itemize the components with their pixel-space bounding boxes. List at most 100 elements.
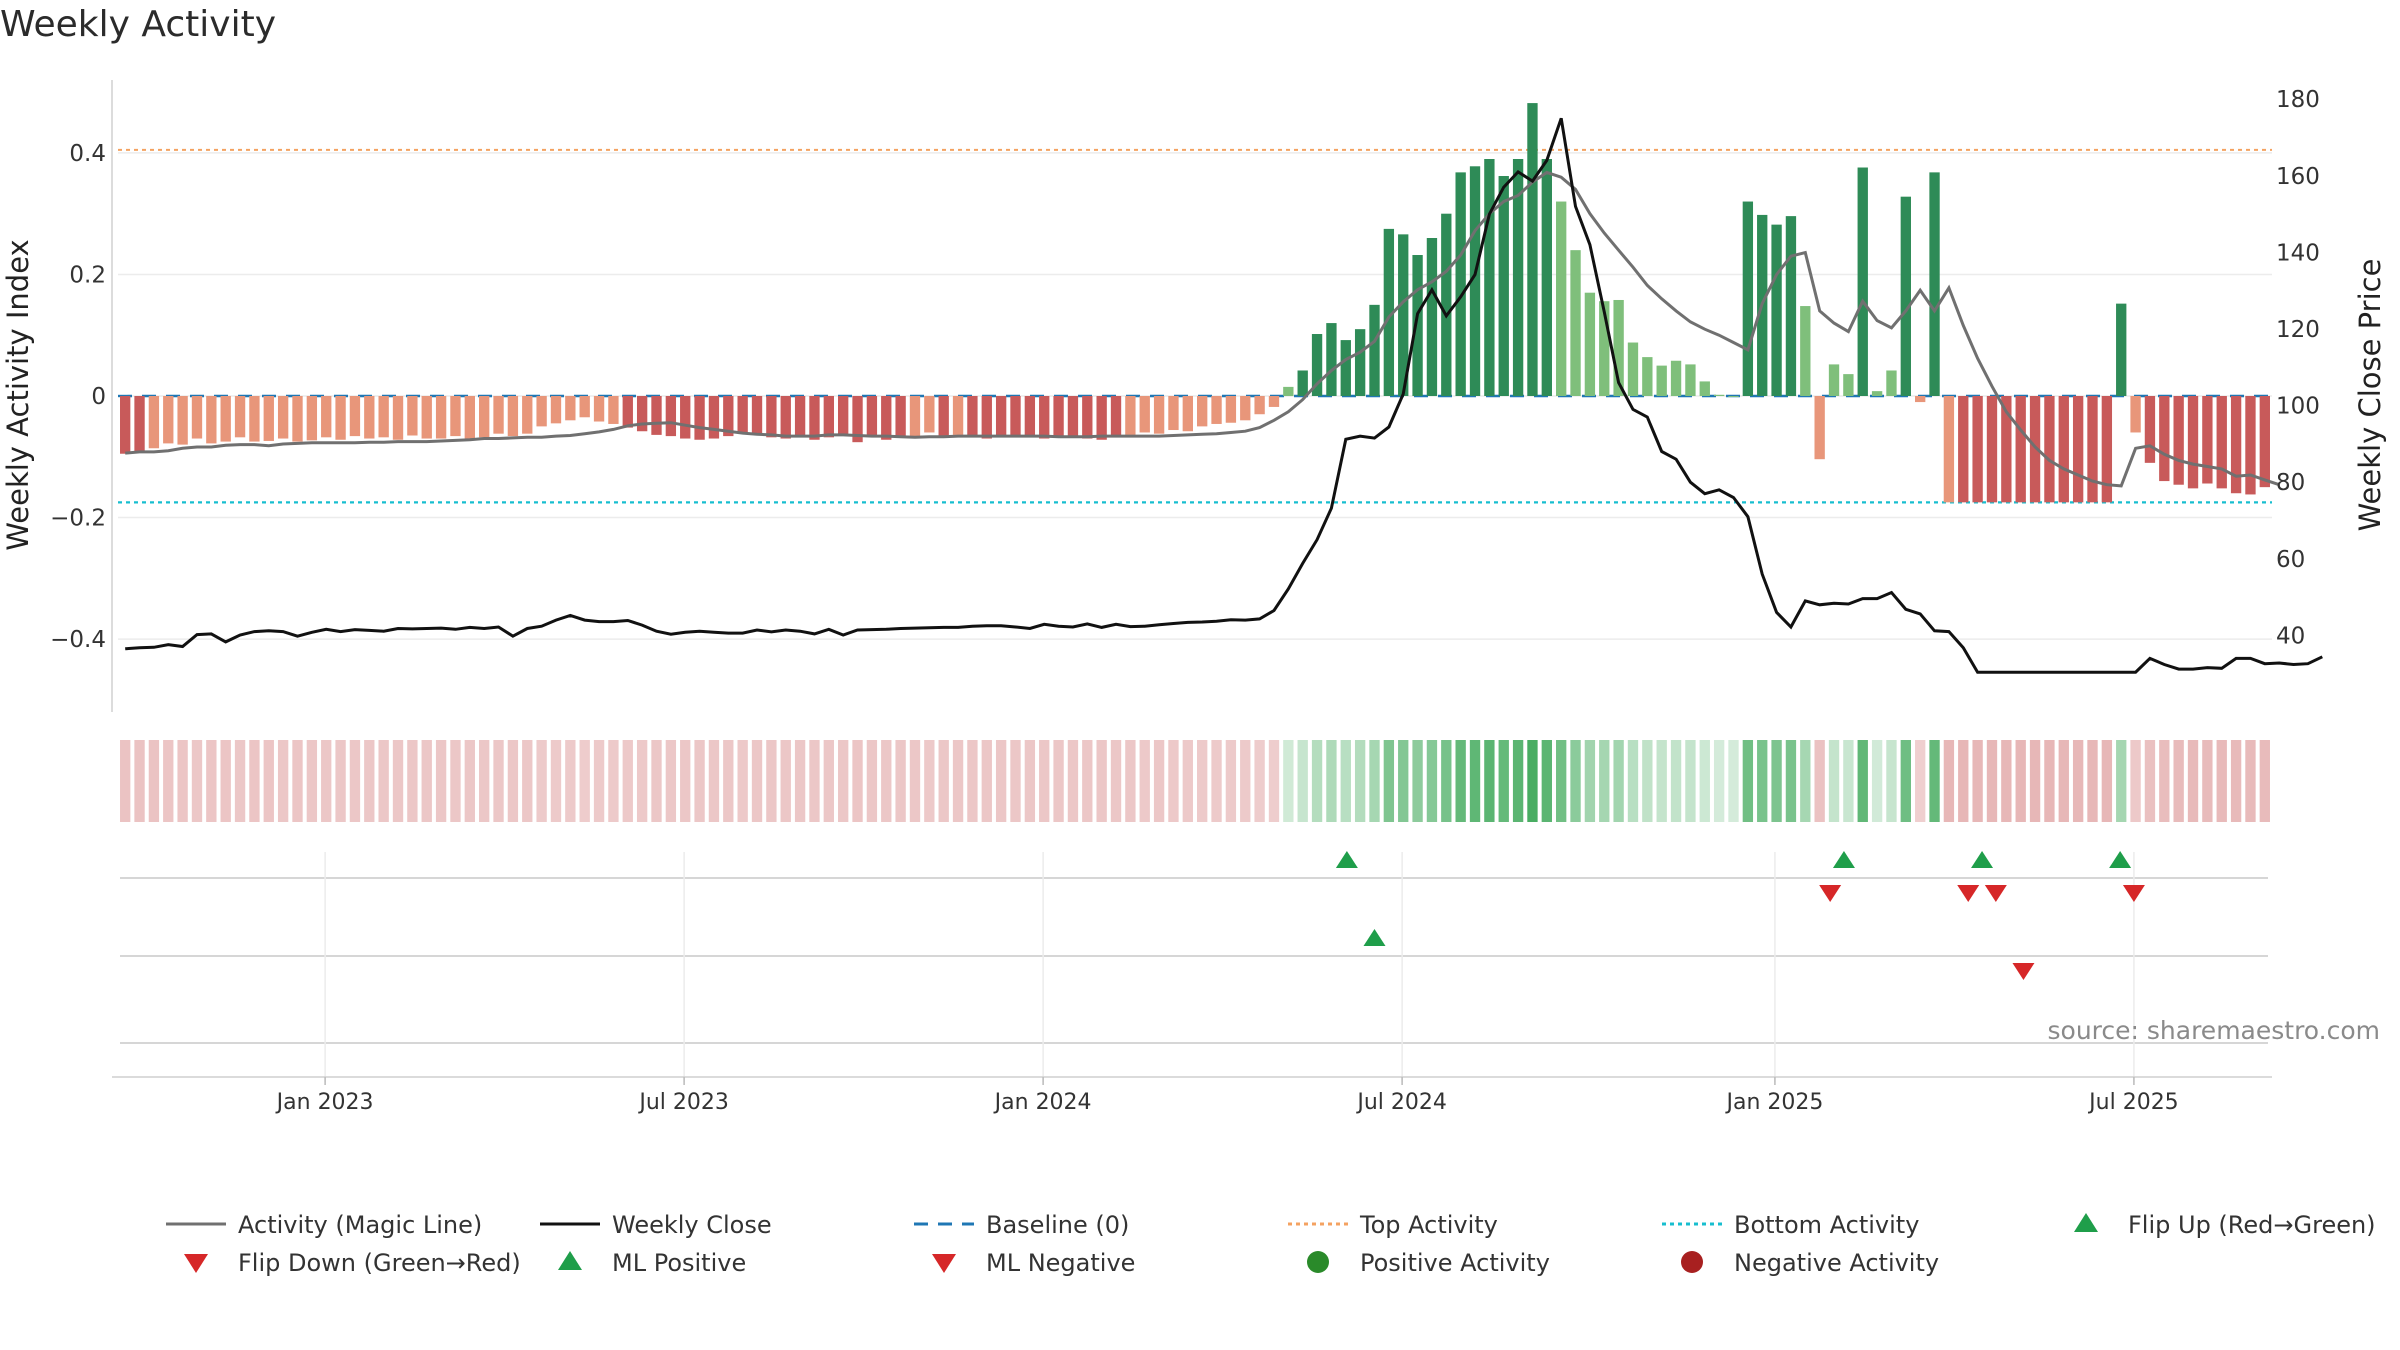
activity-bar [1311, 334, 1323, 396]
heat-cell [2230, 740, 2242, 822]
activity-bar [306, 396, 318, 441]
y-tick-label: −0.2 [50, 506, 106, 532]
heat-cell [1828, 740, 1840, 822]
flip-down-marker [1819, 885, 1842, 902]
activity-bar [1125, 396, 1136, 435]
heat-cell [2159, 740, 2170, 822]
activity-bar [234, 396, 246, 438]
y2-tick-label: 80 [2276, 470, 2305, 496]
heat-cell [2259, 740, 2270, 822]
activity-bar [2230, 396, 2242, 494]
activity-bar [636, 396, 648, 432]
heat-cell [1900, 740, 1911, 822]
activity-bar [838, 396, 849, 435]
activity-bar [435, 396, 447, 439]
activity-bar [1541, 159, 1552, 396]
y2-axis-label: Weekly Close Price [2353, 259, 2387, 532]
activity-bar [1699, 381, 1710, 396]
heat-cell [148, 740, 160, 822]
activity-bar [1398, 234, 1409, 396]
activity-bar [1383, 228, 1395, 396]
heat-cell [1613, 740, 1624, 822]
activity-bar [981, 396, 992, 439]
activity-bar [1340, 340, 1351, 396]
x-tick-label: Jul 2023 [637, 1090, 729, 1115]
heat-cell [1297, 740, 1308, 822]
heat-cell [1857, 740, 1868, 822]
heat-cell [593, 740, 605, 822]
activity-bar [2058, 396, 2069, 503]
legend-item: ML Positive [558, 1249, 746, 1277]
heat-cell [579, 740, 590, 822]
activity-bar [1240, 396, 1251, 421]
heat-cell [249, 740, 260, 822]
y2-tick-label: 60 [2276, 547, 2305, 573]
activity-bar [651, 396, 662, 435]
y2-tick-label: 140 [2276, 240, 2320, 266]
heat-cell [1771, 740, 1782, 822]
legend-swatch-triangle-down [184, 1254, 208, 1273]
heat-cell [1785, 740, 1797, 822]
activity-bar [2072, 396, 2084, 503]
legend-item: Activity (Magic Line) [166, 1211, 482, 1239]
legend-label: Negative Activity [1734, 1249, 1939, 1277]
y-axis-left: 0.4 0.2 0 −0.2 −0.4 [50, 80, 113, 712]
legend-swatch-dot [1307, 1251, 1329, 1273]
heat-cell [1742, 740, 1754, 822]
activity-bar [809, 396, 820, 440]
heat-cell [1584, 740, 1596, 822]
activity-bar [1886, 370, 1897, 396]
heat-cell [1426, 740, 1438, 822]
y-axis-right: 180 160 140 120 100 80 60 40 [2276, 87, 2320, 649]
activity-bars [120, 103, 2270, 503]
heat-cell [1943, 740, 1955, 822]
heat-cell [1369, 740, 1380, 822]
heat-cell [421, 740, 432, 822]
heat-cell [163, 740, 174, 822]
activity-bar [1283, 386, 1294, 396]
heat-cell [1039, 740, 1050, 822]
activity-bar [1498, 176, 1509, 396]
heat-cell [392, 740, 404, 822]
legend-label: Top Activity [1359, 1211, 1498, 1239]
legend-label: Baseline (0) [986, 1211, 1129, 1239]
heat-cell [2116, 740, 2127, 822]
activity-bar [1613, 299, 1624, 396]
heat-cell [1484, 740, 1495, 822]
heat-cell [1469, 740, 1481, 822]
activity-bar [550, 396, 562, 424]
activity-bar [1484, 159, 1495, 396]
activity-bar [665, 396, 677, 437]
heat-cell [1326, 740, 1337, 822]
activity-bar [1469, 166, 1481, 396]
activity-bar [866, 396, 878, 437]
heat-cell [651, 740, 662, 822]
heat-cell [622, 740, 633, 822]
activity-bar [2116, 303, 2127, 396]
heat-cell [2087, 740, 2098, 822]
activity-bar [1742, 201, 1754, 396]
heat-cell [550, 740, 562, 822]
activity-bar [1512, 159, 1524, 396]
heat-cell [565, 740, 576, 822]
activity-bar [608, 396, 619, 424]
heat-cell [2015, 740, 2026, 822]
flip-down-marker [2122, 885, 2145, 902]
activity-bar [1642, 357, 1653, 396]
heat-cell [608, 740, 619, 822]
heat-cell [1599, 740, 1610, 822]
heat-cell [1240, 740, 1251, 822]
x-tick-label: Jan 2023 [275, 1090, 374, 1115]
heat-cell [2001, 740, 2012, 822]
heat-cell [522, 740, 533, 822]
activity-bar [1527, 103, 1538, 396]
activity-bar [2015, 396, 2026, 503]
heat-cell [1340, 740, 1351, 822]
heat-cell [2029, 740, 2041, 822]
activity-bar [177, 396, 188, 445]
activity-bar [1785, 216, 1797, 396]
heat-cell [263, 740, 274, 822]
heat-cell [838, 740, 849, 822]
activity-bar [895, 396, 906, 438]
activity-bar [1153, 396, 1165, 434]
